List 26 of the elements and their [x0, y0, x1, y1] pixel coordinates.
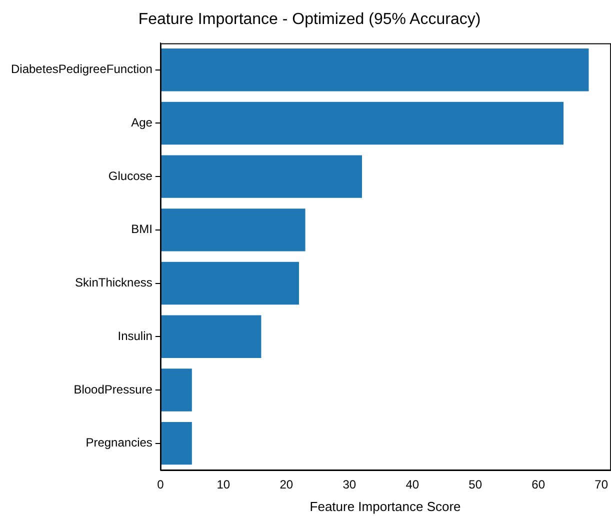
x-tick-label: 20 — [280, 478, 294, 492]
bar — [160, 155, 362, 198]
bar — [160, 368, 192, 412]
x-tick-label: 70 — [594, 478, 608, 492]
bar — [160, 48, 589, 92]
x-axis-title: Feature Importance Score — [310, 498, 461, 514]
y-tick-label: Insulin — [118, 328, 152, 343]
x-tick-label: 40 — [406, 478, 420, 492]
x-tick-label: 30 — [342, 478, 356, 492]
bar — [160, 102, 564, 145]
bar — [160, 208, 306, 252]
x-tick-label: 60 — [532, 478, 546, 492]
x-tick-label: 10 — [216, 478, 230, 492]
y-tick-label: Age — [131, 116, 153, 130]
bar — [160, 315, 262, 358]
y-tick-label: DiabetesPedigreeFunction — [11, 62, 152, 76]
bar — [160, 262, 299, 305]
chart-title: Feature Importance - Optimized (95% Accuracy) — [138, 11, 481, 28]
y-tick-label: BloodPressure — [74, 382, 153, 396]
y-tick-label: Pregnancies — [86, 436, 152, 450]
bar — [160, 422, 192, 465]
x-tick-label: 0 — [157, 478, 164, 492]
y-tick-label: BMI — [131, 222, 152, 236]
x-tick-label: 50 — [468, 478, 482, 492]
y-tick-label: Glucose — [108, 168, 153, 183]
y-tick-label: SkinThickness — [75, 276, 152, 290]
